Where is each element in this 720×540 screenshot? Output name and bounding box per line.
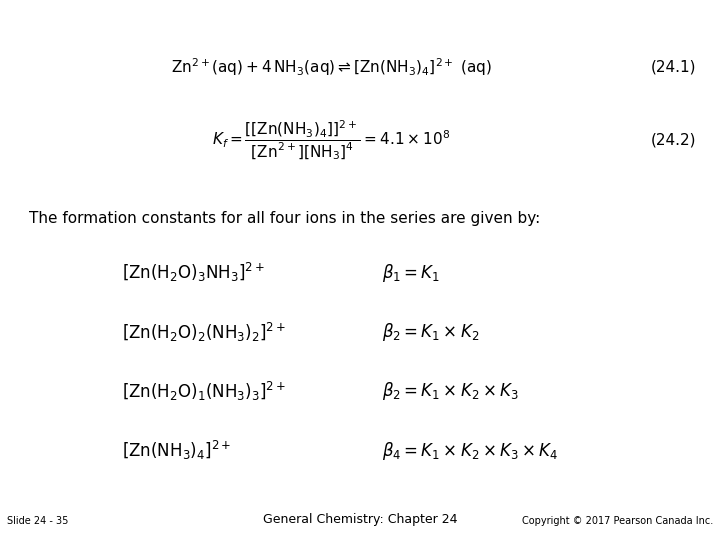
- Text: Copyright © 2017 Pearson Canada Inc.: Copyright © 2017 Pearson Canada Inc.: [521, 516, 713, 526]
- Text: $\beta_2 = K_1 \times K_2$: $\beta_2 = K_1 \times K_2$: [382, 321, 479, 343]
- Text: $\mathrm{Zn^{2+}(aq) + 4\,NH_3(aq) \rightleftharpoons [Zn(NH_3)_4]^{2+}\ (aq)}$: $\mathrm{Zn^{2+}(aq) + 4\,NH_3(aq) \righ…: [171, 57, 492, 78]
- Text: (24.1): (24.1): [650, 60, 696, 75]
- Text: $\beta_2 = K_1 \times K_2 \times K_3$: $\beta_2 = K_1 \times K_2 \times K_3$: [382, 381, 518, 402]
- Text: Slide 24 - 35: Slide 24 - 35: [7, 516, 68, 526]
- Text: The formation constants for all four ions in the series are given by:: The formation constants for all four ion…: [29, 211, 540, 226]
- Text: $\mathrm{[Zn(H_2O)_3NH_3]^{2+}}$: $\mathrm{[Zn(H_2O)_3NH_3]^{2+}}$: [122, 261, 266, 284]
- Text: $K_f = \dfrac{[\mathrm{[Zn(NH_3)_4]}]^{2+}}{[\mathrm{Zn^{2+}}][\mathrm{NH_3}]^4}: $K_f = \dfrac{[\mathrm{[Zn(NH_3)_4]}]^{2…: [212, 119, 450, 162]
- Text: $\beta_1 = K_1$: $\beta_1 = K_1$: [382, 262, 440, 284]
- Text: $\mathrm{[Zn(H_2O)_2(NH_3)_2]^{2+}}$: $\mathrm{[Zn(H_2O)_2(NH_3)_2]^{2+}}$: [122, 321, 287, 343]
- Text: $\beta_4 = K_1 \times K_2 \times K_3 \times K_4$: $\beta_4 = K_1 \times K_2 \times K_3 \ti…: [382, 440, 558, 462]
- Text: $\mathrm{[Zn(NH_3)_4]^{2+}}$: $\mathrm{[Zn(NH_3)_4]^{2+}}$: [122, 440, 232, 462]
- Text: General Chemistry: Chapter 24: General Chemistry: Chapter 24: [263, 514, 457, 526]
- Text: (24.2): (24.2): [650, 133, 696, 148]
- Text: $\mathrm{[Zn(H_2O)_1(NH_3)_3]^{2+}}$: $\mathrm{[Zn(H_2O)_1(NH_3)_3]^{2+}}$: [122, 380, 287, 403]
